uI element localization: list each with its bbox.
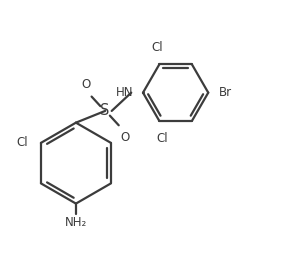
Text: Br: Br <box>219 86 232 99</box>
Text: Cl: Cl <box>151 41 162 54</box>
Text: HN: HN <box>116 86 134 99</box>
Text: S: S <box>100 103 110 118</box>
Text: Cl: Cl <box>156 132 168 145</box>
Text: O: O <box>120 131 129 144</box>
Text: Cl: Cl <box>17 137 28 149</box>
Text: O: O <box>81 78 90 91</box>
Text: NH₂: NH₂ <box>65 216 87 229</box>
